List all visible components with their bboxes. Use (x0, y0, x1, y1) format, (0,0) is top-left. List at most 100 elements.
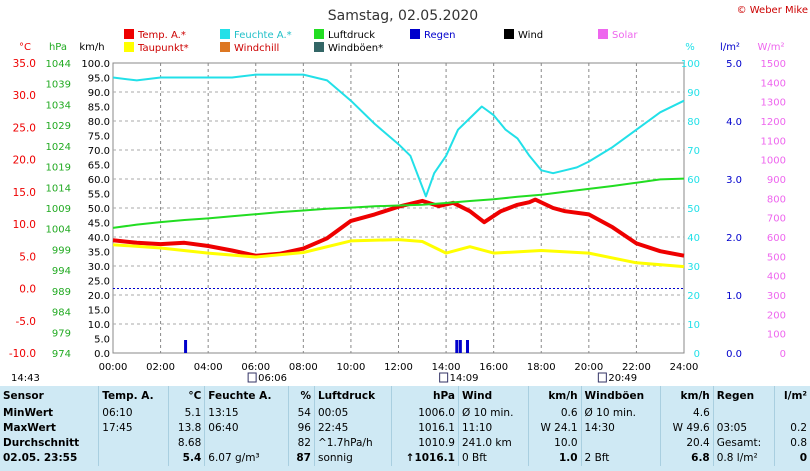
temp_c-tick-label: -10.0 (9, 348, 36, 360)
x-tick-label: 12:00 (384, 362, 413, 373)
temp_c-tick-label: -5.0 (16, 316, 37, 328)
table-cell: 82 (288, 436, 315, 451)
table-cell: 1.0 (527, 451, 582, 466)
header-cell: Wind (457, 386, 529, 406)
series-line (112, 197, 685, 258)
wind_kmh-tick-label: 100.0 (81, 59, 110, 70)
wind_kmh-tick-label: 85.0 (88, 103, 110, 114)
solar-axis-unit: W/m² (757, 42, 784, 53)
pressure-axis-unit: hPa (49, 42, 67, 53)
x-tick-label: 10:00 (337, 362, 366, 373)
legend-swatch (504, 29, 514, 39)
header-cell: Sensor (3, 390, 44, 402)
solar_wm2-tick-label: 500 (767, 252, 786, 263)
table-cell (204, 436, 289, 451)
temp_c-tick-label: 25.0 (13, 122, 36, 134)
table-cell: 22:45 (313, 421, 392, 436)
legend-swatch (220, 29, 230, 39)
header-cell: % (288, 386, 315, 406)
marker-icon (597, 372, 607, 383)
humidity_pct-tick-label: 60 (687, 175, 700, 186)
legend-label: Taupunkt* (137, 43, 189, 54)
humidity_pct-tick-label: 80 (687, 117, 700, 128)
header-cell: hPa (390, 386, 459, 406)
wind_kmh-tick-label: 95.0 (88, 74, 110, 85)
table-header-row: Sensor Temp. A. °C Feuchte A. % Luftdruc… (0, 386, 810, 406)
wind_kmh-tick-label: 15.0 (88, 306, 110, 317)
legend-swatch (124, 42, 134, 52)
wind_kmh-tick-label: 25.0 (88, 277, 110, 288)
pressure_hpa-tick-label: 1009 (46, 204, 71, 215)
table-cell: 6.07 g/m³ (204, 451, 289, 466)
header-cell: Regen (712, 386, 775, 406)
table-cell: Durchschnitt (3, 437, 80, 449)
table-cell (774, 406, 810, 421)
table-cell: MinWert (3, 407, 54, 419)
table-cell: 5.4 (167, 451, 205, 466)
solar_wm2-tick-label: 1400 (761, 78, 786, 89)
table-cell: 8.68 (167, 436, 205, 451)
pressure_hpa-tick-label: 1004 (46, 225, 71, 236)
solar_wm2-tick-label: 700 (767, 214, 786, 225)
table-cell (98, 451, 169, 466)
table-cell: 00:05 (313, 406, 392, 421)
table-cell: 4.6 (660, 406, 714, 421)
pressure_hpa-tick-label: 979 (52, 328, 71, 339)
table-row: MaxWert 17:45 13.8 06:40 96 22:45 1016.1… (0, 421, 810, 436)
pressure_hpa-tick-label: 994 (52, 266, 71, 277)
table-cell: 03:05 (712, 421, 775, 436)
table-cell: Gesamt: (712, 436, 775, 451)
wind-axis-unit: km/h (79, 42, 104, 53)
table-cell: 06:40 (204, 421, 289, 436)
rain-bar (458, 340, 462, 353)
x-tick-label: 14:00 (432, 362, 461, 373)
wind_kmh-tick-label: 40.0 (88, 233, 110, 244)
table-cell: 17:45 (98, 421, 169, 436)
legend: Temp. A.* Feuchte A.* Luftdruck Regen Wind So… (124, 29, 638, 54)
plot-area: 00:00 02:00 04:00 06:00 08:00 10:00 12:00 14:00… (9, 58, 786, 373)
solar_wm2-tick-label: 600 (767, 233, 786, 244)
legend-label: Solar (612, 30, 638, 41)
legend-label: Windböen* (328, 43, 383, 54)
table-cell: 20.4 (660, 436, 714, 451)
header-cell: Windböen (580, 386, 661, 406)
header-cell: km/h (660, 386, 714, 406)
wind_kmh-tick-label: 60.0 (88, 175, 110, 186)
marker-icon (439, 372, 449, 383)
solar_wm2-tick-label: 400 (767, 272, 786, 283)
table-cell: W 49.6 (660, 421, 714, 436)
solar_wm2-tick-label: 1300 (761, 98, 786, 109)
wind_kmh-tick-label: 10.0 (88, 320, 110, 331)
x-tick-label: 02:00 (146, 362, 175, 373)
temp_c-tick-label: 10.0 (13, 219, 36, 231)
wind_kmh-tick-label: 55.0 (88, 190, 110, 201)
table-cell: Ø 10 min. (457, 406, 529, 421)
table-cell: 0.8 (774, 436, 810, 451)
pressure_hpa-tick-label: 1039 (46, 80, 71, 91)
header-cell: l/m² (774, 386, 810, 406)
pressure_hpa-tick-label: 989 (52, 287, 71, 298)
legend-label: Luftdruck (328, 30, 375, 41)
table-cell: 87 (288, 451, 315, 466)
temp_c-tick-label: 35.0 (13, 58, 36, 70)
pressure_hpa-tick-label: 1034 (46, 100, 71, 111)
pressure_hpa-tick-label: 1029 (46, 121, 71, 132)
table-row: MinWert 06:10 5.1 13:15 54 00:05 1006.0 … (0, 406, 810, 421)
table-cell: MaxWert (3, 422, 56, 434)
solar_wm2-tick-label: 800 (767, 194, 786, 205)
table-row-current: 02.05. 23:55 5.4 6.07 g/m³ 87 sonnig ↑10… (0, 451, 810, 466)
weather-chart: Samstag, 02.05.2020 © Weber Mike °C hPa … (8, 5, 808, 384)
solar_wm2-tick-label: 900 (767, 175, 786, 186)
solar_wm2-tick-label: 1500 (761, 59, 786, 70)
temp_c-tick-label: 5.0 (19, 251, 36, 263)
table-cell: 0 Bft (457, 451, 529, 466)
x-tick-label: 06:00 (241, 362, 270, 373)
table-cell: 11:10 (457, 421, 529, 436)
wind_kmh-tick-label: 90.0 (88, 88, 110, 99)
solar_wm2-tick-label: 1100 (761, 136, 786, 147)
header-cell: km/h (527, 386, 582, 406)
wind_kmh-tick-label: 20.0 (88, 291, 110, 302)
marker-label: 14:09 (450, 373, 479, 384)
table-cell: 0.8 l/m² (712, 451, 775, 466)
marker-icon (247, 372, 257, 383)
